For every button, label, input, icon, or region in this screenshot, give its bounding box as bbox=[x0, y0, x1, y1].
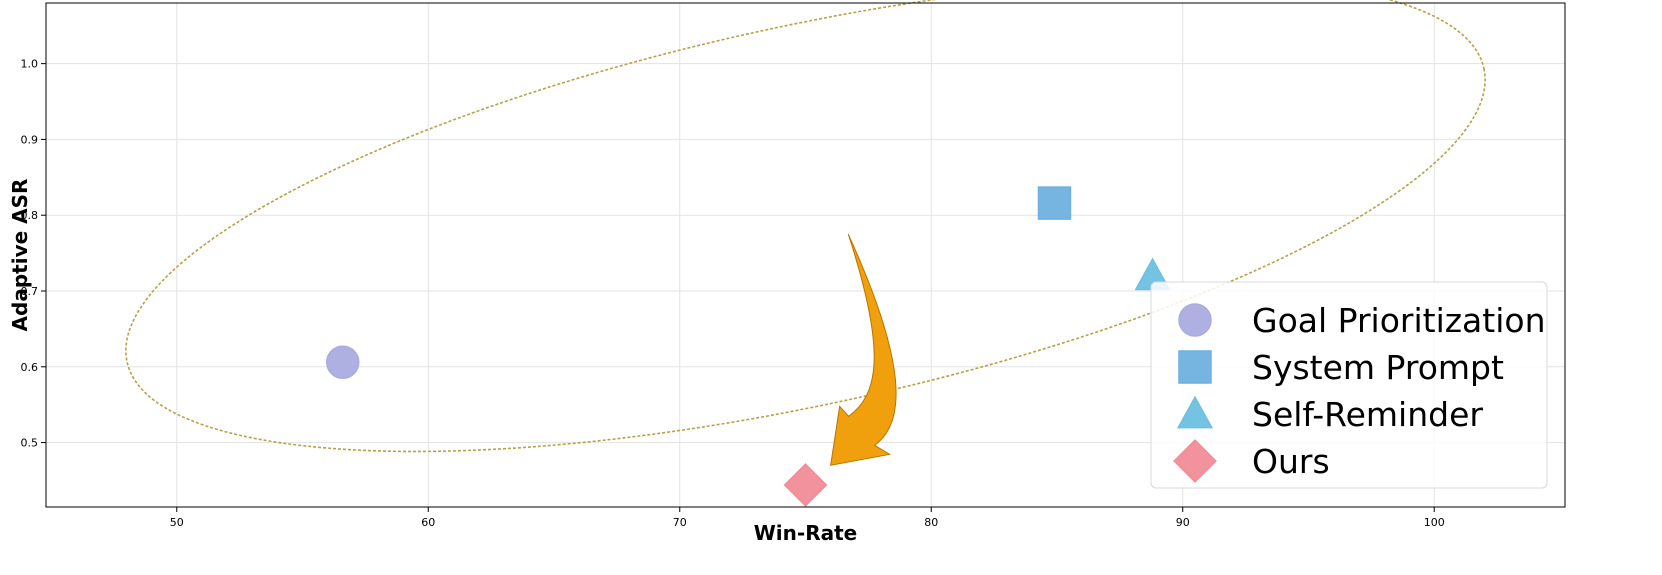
legend: Goal Prioritization System Prompt Self-Rem… bbox=[1150, 281, 1548, 489]
data-point-diamond bbox=[783, 463, 828, 507]
y-axis-title: Adaptive ASR bbox=[8, 179, 32, 332]
y-tick-label: 0.6 bbox=[21, 361, 39, 374]
legend-marker-circle bbox=[1178, 303, 1212, 337]
data-points bbox=[326, 186, 1171, 507]
y-tick-label: 0.5 bbox=[21, 437, 39, 450]
x-tick-label: 90 bbox=[1176, 516, 1190, 529]
x-tick-label: 70 bbox=[673, 516, 687, 529]
data-point-circle bbox=[326, 345, 360, 379]
x-axis-title: Win-Rate bbox=[754, 521, 857, 545]
legend-label: Ours bbox=[1252, 442, 1330, 481]
axis-ticks: 50 60 70 80 90 100 0.5 0.6 0.7 0.8 0.9 1.0 bbox=[21, 58, 1445, 529]
y-tick-label: 0.8 bbox=[21, 209, 39, 222]
x-tick-label: 60 bbox=[421, 516, 435, 529]
y-tick-label: 0.9 bbox=[21, 133, 39, 146]
y-tick-label: 0.7 bbox=[21, 285, 39, 298]
legend-marker-diamond bbox=[1173, 439, 1217, 483]
curved-arrow bbox=[830, 233, 897, 466]
legend-label: System Prompt bbox=[1252, 348, 1504, 387]
x-tick-label: 50 bbox=[170, 516, 184, 529]
plot-frame bbox=[45, 2, 1566, 508]
y-tick-label: 1.0 bbox=[21, 58, 39, 71]
annotations bbox=[125, 0, 1486, 466]
dashed-ellipse bbox=[125, 0, 1486, 453]
legend-box bbox=[1150, 281, 1548, 489]
legend-label: Self-Reminder bbox=[1252, 395, 1483, 434]
legend-marker-triangle bbox=[1176, 395, 1214, 429]
legend-label: Goal Prioritization bbox=[1252, 301, 1546, 340]
data-point-square bbox=[1037, 186, 1072, 220]
x-tick-label: 80 bbox=[924, 516, 938, 529]
legend-marker-square bbox=[1178, 350, 1212, 384]
x-tick-label: 100 bbox=[1424, 516, 1445, 529]
